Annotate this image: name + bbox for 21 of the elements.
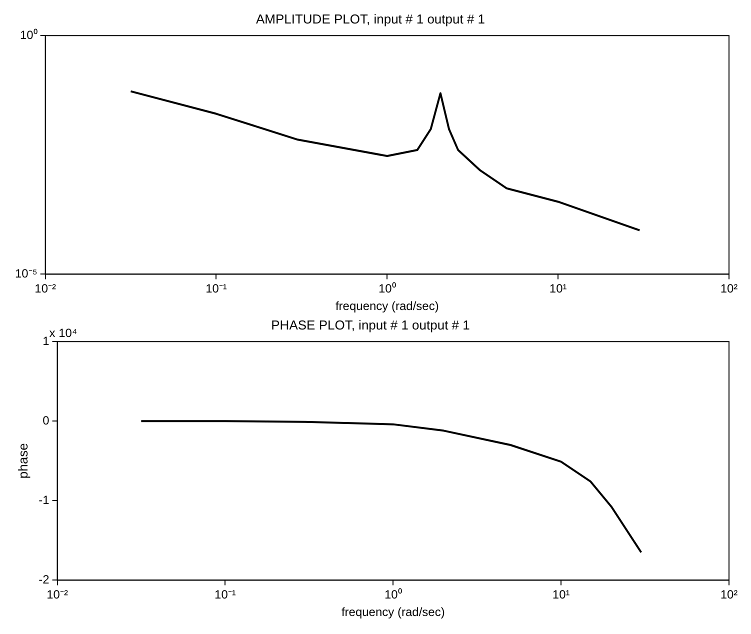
x-tick-label: 10⁻¹ <box>206 282 227 296</box>
y-tick-label: 10⁻⁵ <box>14 266 38 281</box>
y-tick-label: -2 <box>38 572 50 587</box>
x-tick-label: 10² <box>720 588 738 602</box>
chart-title: AMPLITUDE PLOT, input # 1 output # 1 <box>256 11 486 26</box>
x-tick-label: 10⁻¹ <box>214 588 236 602</box>
y-tick-label: 1 <box>42 334 50 348</box>
x-tick-label: 10¹ <box>552 588 570 602</box>
x-tick-label: 10⁻² <box>34 282 56 296</box>
chart-title: PHASE PLOT, input # 1 output # 1 <box>271 317 470 332</box>
y-tick-label: -1 <box>38 492 50 507</box>
x-axis-title: frequency (rad/sec) <box>341 605 445 620</box>
y-axis-title: phase <box>15 443 30 479</box>
x-tick-label: 10⁻² <box>46 588 68 602</box>
x-tick-label: 10² <box>720 282 738 296</box>
x-tick-label: 10¹ <box>549 282 567 296</box>
text: x 10⁴ <box>49 326 78 340</box>
y-tick-label: 0 <box>42 413 50 428</box>
x-axis-title: frequency (rad/sec) <box>335 299 439 314</box>
x-tick-label: 10⁰ <box>378 282 396 296</box>
x-tick-label: 10⁰ <box>384 588 402 602</box>
